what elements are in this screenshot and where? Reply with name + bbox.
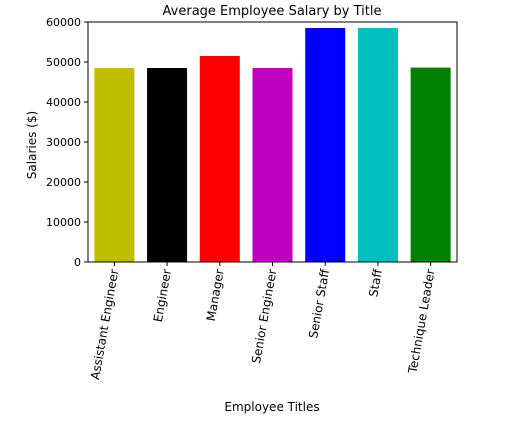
y-tick-label: 40000 (46, 96, 81, 109)
bar-senior-staff (305, 28, 346, 262)
y-axis-label: Salaries ($) (25, 111, 39, 179)
x-tick-label: Staff (366, 267, 385, 298)
bar-manager (199, 56, 240, 262)
bar-engineer (147, 68, 188, 262)
bar-staff (357, 28, 398, 262)
x-tick-label: Assistant Engineer (88, 268, 121, 381)
bars-group (94, 28, 451, 262)
y-tick-label: 0 (74, 256, 81, 269)
y-tick-label: 30000 (46, 136, 81, 149)
y-tick-label: 10000 (46, 216, 81, 229)
bar-assistant-engineer (94, 68, 135, 262)
x-tick-label: Manager (204, 268, 227, 322)
y-tick-label: 60000 (46, 16, 81, 29)
y-tick-label: 20000 (46, 176, 81, 189)
bar-senior-engineer (252, 68, 293, 262)
y-tick-label: 50000 (46, 56, 81, 69)
bar-technique-leader (410, 67, 451, 262)
x-axis-label: Employee Titles (224, 400, 319, 414)
plot-area-frame (87, 21, 458, 263)
chart-title: Average Employee Salary by Title (163, 4, 382, 19)
y-ticks-group: 0 10000 20000 30000 40000 50000 60000 (46, 16, 88, 269)
x-tick-label: Senior Engineer (249, 268, 279, 365)
x-tick-label: Technique Leader (405, 268, 437, 375)
x-tick-label: Senior Staff (306, 267, 332, 339)
x-tick-label: Engineer (151, 268, 174, 323)
x-ticks-group: Assistant Engineer Engineer Manager Senior … (88, 262, 438, 381)
